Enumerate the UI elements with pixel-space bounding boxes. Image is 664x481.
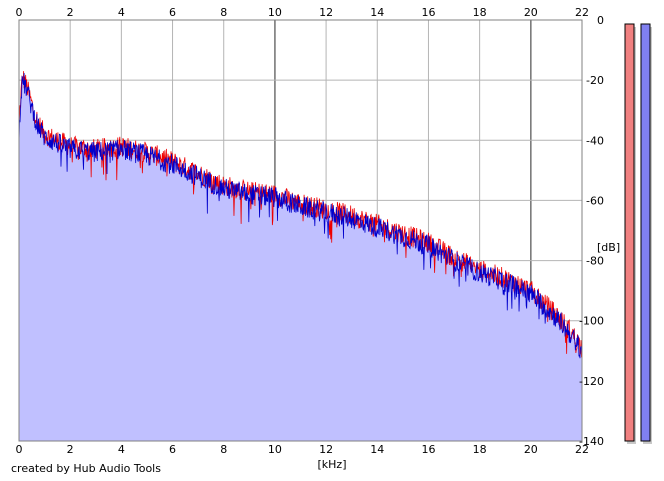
y-tick-label-0: 0 xyxy=(597,14,604,27)
x-tick-label-bottom-2: 4 xyxy=(118,443,125,456)
credit-text: created by Hub Audio Tools xyxy=(11,462,161,475)
x-tick-label-bottom-9: 18 xyxy=(473,443,487,456)
x-tick-label-top-1: 2 xyxy=(67,6,74,19)
x-tick-label-bottom-6: 12 xyxy=(319,443,333,456)
x-tick-label-top-0: 0 xyxy=(16,6,23,19)
level-meters xyxy=(624,23,652,444)
y-tick-label-7: -140 xyxy=(579,435,604,448)
x-tick-label-bottom-3: 6 xyxy=(169,443,176,456)
x-tick-label-bottom-5: 10 xyxy=(268,443,282,456)
series-layer xyxy=(18,71,583,359)
x-tick-label-top-6: 12 xyxy=(319,6,333,19)
plot-border xyxy=(18,19,583,442)
level-meter-2 xyxy=(640,23,651,442)
plot-frame xyxy=(18,19,583,442)
x-tick-label-top-3: 6 xyxy=(169,6,176,19)
spectrum-fill xyxy=(19,71,582,442)
x-tick-label-bottom-8: 16 xyxy=(421,443,435,456)
y-tick-label-4: -80 xyxy=(586,255,604,268)
y-tick-label-6: -120 xyxy=(579,375,604,388)
x-tick-label-top-10: 20 xyxy=(524,6,538,19)
x-tick-label-top-8: 16 xyxy=(421,6,435,19)
x-tick-label-bottom-4: 8 xyxy=(220,443,227,456)
x-tick-label-top-9: 18 xyxy=(473,6,487,19)
series-line-2 xyxy=(18,73,583,359)
y-tick-label-3: -60 xyxy=(586,194,604,207)
x-tick-label-bottom-7: 14 xyxy=(370,443,384,456)
x-tick-label-top-7: 14 xyxy=(370,6,384,19)
x-tick-label-top-4: 8 xyxy=(220,6,227,19)
x-tick-label-top-2: 4 xyxy=(118,6,125,19)
x-tick-label-top-5: 10 xyxy=(268,6,282,19)
x-tick-label-bottom-10: 20 xyxy=(524,443,538,456)
x-tick-label-top-11: 22 xyxy=(575,6,589,19)
x-tick-label-bottom-1: 2 xyxy=(67,443,74,456)
level-meter-1 xyxy=(624,23,635,442)
y-tick-label-5: -100 xyxy=(579,315,604,328)
x-tick-label-bottom-11: 22 xyxy=(575,443,589,456)
area-layer xyxy=(19,71,582,442)
x-tick-label-bottom-0: 0 xyxy=(16,443,23,456)
x-axis-label: [kHz] xyxy=(318,458,347,471)
y-tick-label-2: -40 xyxy=(586,134,604,147)
y-tick-label-1: -20 xyxy=(586,74,604,87)
tick-labels: 002244668810101212141416161818202022220-… xyxy=(16,6,605,456)
y-axis-label: [dB] xyxy=(597,241,620,254)
